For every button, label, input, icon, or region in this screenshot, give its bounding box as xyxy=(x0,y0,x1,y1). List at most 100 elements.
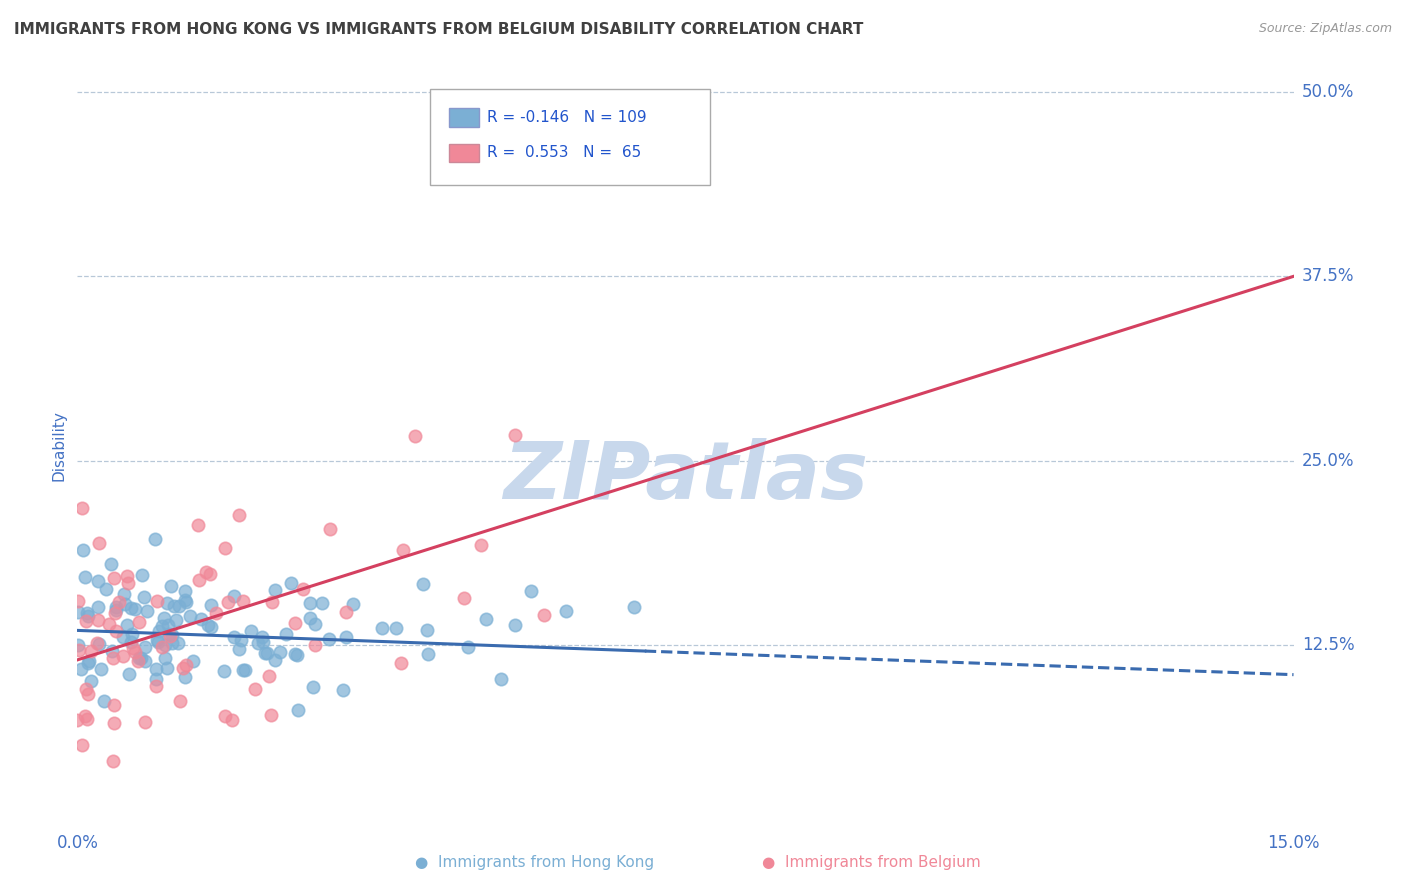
Point xyxy=(143,533,166,547)
Point xyxy=(298,596,321,610)
Point xyxy=(156,596,179,610)
Point xyxy=(214,541,236,556)
Text: R = -0.146   N = 109: R = -0.146 N = 109 xyxy=(488,111,647,125)
Point xyxy=(252,634,274,648)
Point xyxy=(332,683,354,698)
Point xyxy=(284,647,307,661)
Point xyxy=(228,641,250,656)
Point xyxy=(159,629,181,643)
Point xyxy=(77,654,100,668)
FancyBboxPatch shape xyxy=(430,89,710,186)
Point xyxy=(163,599,186,614)
Point xyxy=(301,680,323,694)
Point xyxy=(76,609,98,624)
Point xyxy=(70,738,93,752)
Point xyxy=(67,605,90,619)
Point xyxy=(174,595,197,609)
Point xyxy=(146,594,169,608)
Point xyxy=(134,655,156,669)
Text: 37.5%: 37.5% xyxy=(1302,268,1354,285)
Point xyxy=(304,638,326,652)
Point xyxy=(176,657,198,672)
Point xyxy=(134,640,156,654)
Point xyxy=(231,632,253,647)
Point xyxy=(222,630,245,644)
Point xyxy=(101,754,124,768)
Point xyxy=(200,598,222,612)
Point xyxy=(174,670,197,684)
Point xyxy=(148,624,170,638)
Point xyxy=(318,522,340,536)
Point xyxy=(240,624,263,638)
Point xyxy=(264,582,287,597)
Point xyxy=(75,615,97,629)
Point xyxy=(70,501,93,516)
Text: 50.0%: 50.0% xyxy=(1302,83,1354,101)
Point xyxy=(87,536,110,550)
Text: 25.0%: 25.0% xyxy=(1302,451,1354,470)
Point xyxy=(285,648,308,662)
Point xyxy=(128,615,150,629)
Point xyxy=(111,631,134,645)
Point xyxy=(157,626,180,640)
Point xyxy=(124,601,146,615)
Point xyxy=(160,636,183,650)
Point xyxy=(167,636,190,650)
Point xyxy=(67,642,90,657)
Point xyxy=(165,613,187,627)
Point xyxy=(404,429,426,443)
Point xyxy=(80,644,103,658)
Point xyxy=(153,638,176,652)
Point xyxy=(232,663,254,677)
Point xyxy=(101,650,124,665)
Point xyxy=(335,630,357,644)
Point xyxy=(470,538,492,552)
Text: ●  Immigrants from Belgium: ● Immigrants from Belgium xyxy=(762,855,981,870)
Point xyxy=(187,517,209,532)
Point xyxy=(104,603,127,617)
FancyBboxPatch shape xyxy=(450,109,478,127)
Point xyxy=(232,594,254,608)
Point xyxy=(72,542,94,557)
Point xyxy=(489,672,512,686)
Point xyxy=(112,649,135,664)
Point xyxy=(159,579,181,593)
Point xyxy=(200,619,222,633)
Text: IMMIGRANTS FROM HONG KONG VS IMMIGRANTS FROM BELGIUM DISABILITY CORRELATION CHAR: IMMIGRANTS FROM HONG KONG VS IMMIGRANTS … xyxy=(14,22,863,37)
Point xyxy=(228,508,250,522)
Point xyxy=(391,656,413,670)
Point xyxy=(174,584,197,599)
Point xyxy=(76,712,98,726)
Point xyxy=(103,572,125,586)
Point xyxy=(318,632,340,647)
Point xyxy=(623,600,645,615)
Point xyxy=(150,640,173,655)
Point xyxy=(167,599,190,613)
Point xyxy=(136,604,159,618)
Point xyxy=(131,567,153,582)
Point xyxy=(342,597,364,611)
Point xyxy=(87,574,110,589)
Point xyxy=(190,612,212,626)
Point xyxy=(117,568,139,582)
Point xyxy=(150,618,173,632)
Point xyxy=(416,623,439,637)
Point xyxy=(157,617,180,632)
Point xyxy=(66,713,89,727)
Text: ●  Immigrants from Hong Kong: ● Immigrants from Hong Kong xyxy=(415,855,654,870)
Point xyxy=(145,662,167,676)
Point xyxy=(253,646,276,660)
Point xyxy=(188,573,211,587)
Point xyxy=(86,636,108,650)
Point xyxy=(256,646,278,660)
Point xyxy=(121,641,143,656)
Point xyxy=(76,687,98,701)
Point xyxy=(298,611,321,625)
Point xyxy=(148,634,170,648)
Point xyxy=(169,694,191,708)
Point xyxy=(291,582,314,596)
Text: Source: ZipAtlas.com: Source: ZipAtlas.com xyxy=(1258,22,1392,36)
Point xyxy=(179,609,201,624)
Point xyxy=(98,617,121,632)
Point xyxy=(114,598,136,612)
